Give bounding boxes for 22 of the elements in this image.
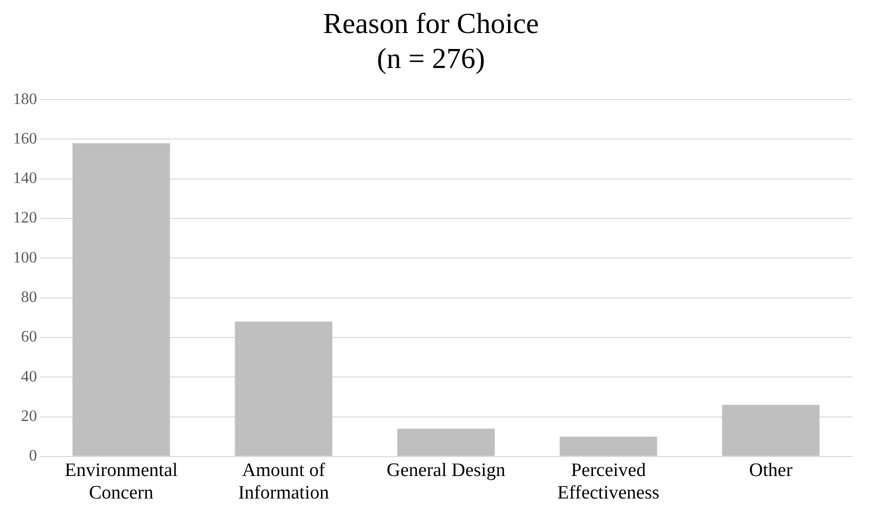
chart-title: Reason for Choice bbox=[323, 8, 539, 40]
bar bbox=[234, 322, 332, 456]
x-tick-label: Amount of Information bbox=[238, 460, 330, 504]
y-tick-label: 160 bbox=[13, 130, 37, 148]
y-tick-label: 120 bbox=[13, 210, 37, 227]
x-tick-label: General Design bbox=[386, 460, 506, 481]
chart-subtitle: (n = 276) bbox=[376, 42, 486, 75]
x-tick-label: Environmental Concern bbox=[64, 460, 178, 504]
y-tick-label: 40 bbox=[21, 368, 37, 386]
y-tick-label: 140 bbox=[13, 170, 37, 188]
y-tick-label: 60 bbox=[21, 328, 37, 346]
bar bbox=[722, 404, 820, 456]
x-tick-label: Other bbox=[749, 460, 794, 481]
x-tick-label: Perceived Effectiveness bbox=[557, 460, 660, 504]
bar bbox=[397, 428, 495, 456]
y-tick-label: 180 bbox=[13, 90, 37, 108]
bar bbox=[72, 143, 170, 456]
y-tick-label: 20 bbox=[21, 408, 37, 425]
y-tick-label: 80 bbox=[21, 289, 37, 306]
y-tick-label: 100 bbox=[13, 249, 37, 266]
bar bbox=[560, 436, 658, 456]
y-tick-label: 0 bbox=[29, 448, 37, 465]
